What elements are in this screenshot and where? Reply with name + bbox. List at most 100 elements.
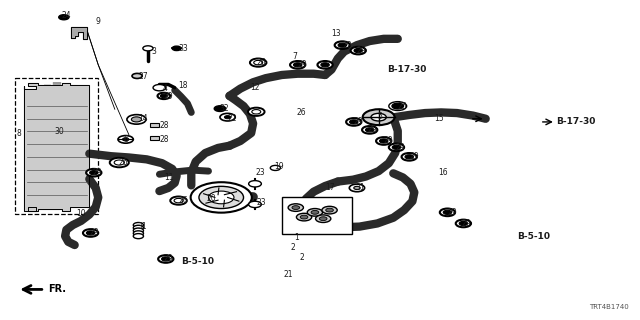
- Text: 5: 5: [378, 112, 382, 121]
- Circle shape: [122, 138, 129, 141]
- Circle shape: [157, 93, 170, 99]
- Text: 18: 18: [179, 81, 188, 90]
- Circle shape: [326, 208, 333, 212]
- Circle shape: [161, 257, 170, 261]
- Circle shape: [114, 160, 124, 165]
- Circle shape: [133, 231, 143, 236]
- Text: 29: 29: [90, 228, 99, 237]
- Circle shape: [335, 41, 350, 49]
- Text: 11: 11: [164, 173, 174, 182]
- Circle shape: [354, 186, 360, 189]
- Circle shape: [316, 215, 331, 222]
- Text: 24: 24: [62, 11, 72, 20]
- Circle shape: [174, 198, 183, 203]
- Circle shape: [143, 46, 153, 51]
- Circle shape: [209, 191, 234, 204]
- Text: 4: 4: [163, 84, 168, 93]
- Circle shape: [90, 171, 98, 175]
- Circle shape: [288, 204, 303, 212]
- Text: 1: 1: [294, 233, 300, 242]
- Text: 29: 29: [297, 60, 307, 69]
- Circle shape: [392, 103, 403, 109]
- Circle shape: [380, 139, 388, 143]
- Text: 3: 3: [151, 47, 156, 56]
- Text: 26: 26: [179, 196, 188, 205]
- Circle shape: [118, 136, 133, 143]
- Circle shape: [86, 231, 95, 235]
- Text: 26: 26: [296, 108, 306, 117]
- Circle shape: [392, 145, 401, 149]
- Text: 26: 26: [118, 158, 127, 167]
- Text: B-17-30: B-17-30: [556, 117, 595, 126]
- Circle shape: [86, 169, 101, 177]
- Circle shape: [250, 59, 266, 67]
- Text: B-5-10: B-5-10: [181, 257, 214, 266]
- Circle shape: [322, 206, 337, 214]
- Text: 2: 2: [291, 243, 296, 252]
- Circle shape: [294, 63, 302, 67]
- Text: 13: 13: [332, 28, 341, 38]
- Text: 28: 28: [159, 121, 169, 130]
- Circle shape: [389, 143, 404, 151]
- Circle shape: [440, 209, 455, 216]
- Text: 29: 29: [368, 125, 378, 134]
- Text: 7: 7: [292, 52, 297, 61]
- Circle shape: [292, 206, 300, 210]
- Text: 31: 31: [137, 222, 147, 231]
- Circle shape: [133, 228, 143, 233]
- Circle shape: [296, 213, 312, 221]
- Circle shape: [321, 63, 330, 67]
- Circle shape: [248, 108, 264, 116]
- Circle shape: [133, 222, 143, 228]
- Circle shape: [132, 73, 142, 78]
- Circle shape: [83, 229, 99, 237]
- Circle shape: [270, 165, 280, 171]
- Circle shape: [349, 120, 358, 124]
- Circle shape: [371, 113, 387, 121]
- Circle shape: [405, 155, 413, 159]
- Circle shape: [199, 186, 244, 209]
- Circle shape: [248, 201, 261, 208]
- Circle shape: [191, 182, 252, 213]
- Circle shape: [127, 115, 146, 124]
- Text: 28: 28: [159, 135, 169, 144]
- Circle shape: [317, 61, 333, 69]
- Circle shape: [363, 109, 394, 125]
- Text: 26: 26: [256, 58, 266, 67]
- Text: 9: 9: [96, 17, 100, 26]
- Text: 10: 10: [77, 209, 86, 219]
- Text: 17: 17: [325, 183, 335, 192]
- Text: B-17-30: B-17-30: [387, 65, 426, 74]
- Text: 29: 29: [409, 152, 419, 161]
- Text: 29: 29: [354, 117, 364, 126]
- Text: 29: 29: [447, 208, 457, 217]
- Circle shape: [307, 209, 323, 216]
- Circle shape: [252, 109, 260, 114]
- Circle shape: [172, 46, 181, 51]
- Text: 23: 23: [256, 198, 266, 207]
- Text: 29: 29: [384, 136, 394, 146]
- Text: 31: 31: [355, 183, 365, 192]
- Circle shape: [311, 211, 319, 214]
- Circle shape: [389, 102, 406, 110]
- Text: 2: 2: [300, 253, 305, 262]
- Text: TRT4B1740: TRT4B1740: [589, 304, 629, 310]
- Circle shape: [133, 225, 143, 230]
- Text: FR.: FR.: [48, 284, 66, 294]
- Text: 29: 29: [342, 41, 352, 50]
- Circle shape: [253, 60, 262, 65]
- Circle shape: [290, 61, 305, 69]
- Circle shape: [300, 215, 308, 219]
- Circle shape: [362, 126, 378, 134]
- Circle shape: [319, 217, 327, 220]
- Text: 27: 27: [138, 72, 148, 81]
- Text: 19: 19: [274, 163, 284, 172]
- Bar: [150, 136, 159, 140]
- Text: 25: 25: [397, 101, 408, 111]
- Circle shape: [59, 15, 69, 20]
- Polygon shape: [72, 28, 88, 39]
- Text: 33: 33: [179, 44, 188, 53]
- Circle shape: [220, 113, 236, 121]
- Text: 23: 23: [255, 168, 264, 177]
- Text: 29: 29: [164, 254, 173, 263]
